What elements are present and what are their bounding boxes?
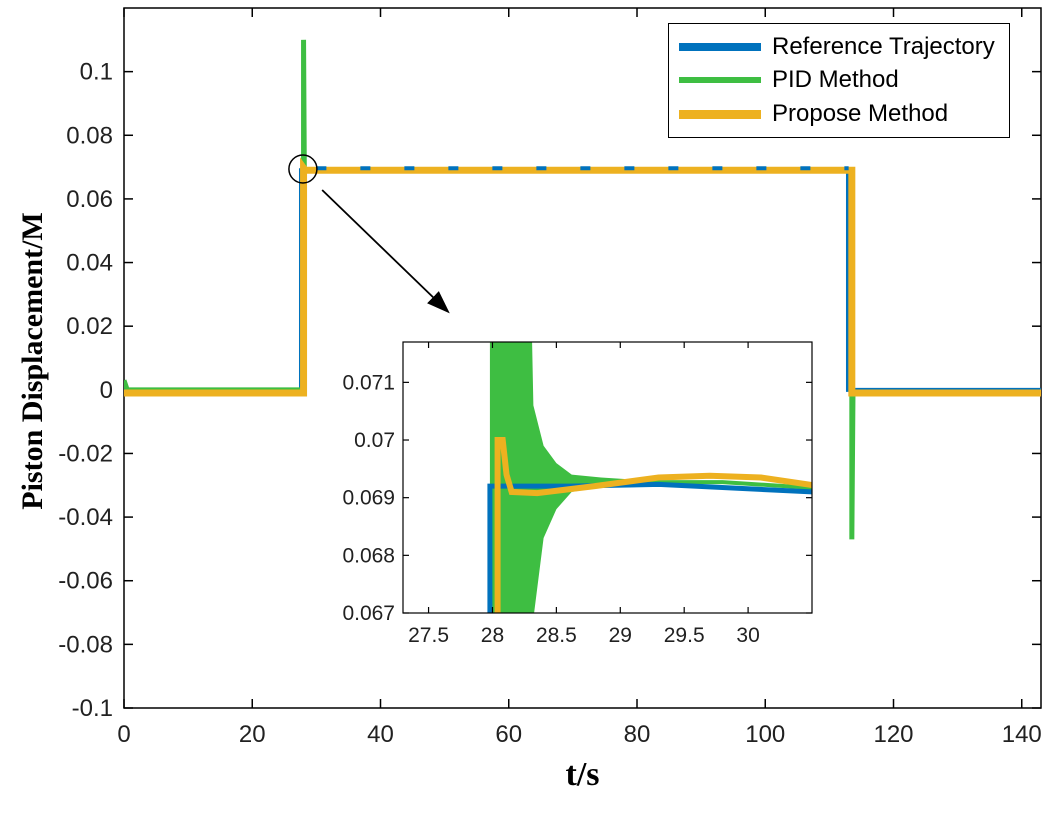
y-tick-label: 0.1 (80, 59, 113, 86)
y-tick-label: 0.02 (66, 313, 113, 340)
y-tick-label: -0.02 (58, 440, 113, 467)
reference-line-swatch (679, 42, 761, 51)
y-tick-label: -0.1 (72, 695, 113, 722)
inset-y-tick-label: 0.071 (342, 371, 395, 394)
inset-x-tick-label: 28.5 (536, 624, 577, 647)
legend-label: Reference Trajectory (772, 32, 995, 60)
propose-line-swatch (679, 109, 761, 119)
inset-x-tick-label: 27.5 (408, 624, 449, 647)
legend: Reference Trajectory PID Method Propose … (668, 23, 1010, 138)
y-tick-label: -0.08 (58, 631, 113, 658)
pid-oscillation-envelope (489, 342, 646, 613)
y-axis-label: Piston Displacement/M (16, 212, 49, 510)
inset-x-tick-label: 30 (736, 624, 759, 647)
y-tick-label: 0.06 (66, 186, 113, 213)
inset-x-tick-label: 28 (481, 624, 504, 647)
x-tick-label: 140 (1002, 721, 1042, 748)
legend-item-pid: PID Method (679, 66, 999, 94)
inset-y-tick-label: 0.068 (342, 544, 395, 567)
x-tick-label: 80 (624, 721, 651, 748)
inset-x-tick-label: 29 (609, 624, 632, 647)
legend-label: PID Method (772, 66, 899, 94)
y-tick-label: 0 (100, 377, 113, 404)
inset-x-tick-label: 29.5 (664, 624, 705, 647)
x-axis-label: t/s (565, 756, 600, 793)
pid-line-swatch (679, 77, 761, 84)
x-tick-label: 60 (495, 721, 522, 748)
x-tick-label: 40 (367, 721, 394, 748)
plot-border (123, 7, 1042, 709)
axis-ticks: 0 20 40 60 80 100 120 140 -0.1 -0.08 -0.06 -0.04 -0.… (58, 8, 1042, 748)
y-tick-label: -0.04 (58, 504, 113, 531)
x-tick-label: 0 (117, 721, 130, 748)
x-tick-label: 20 (239, 721, 266, 748)
inset-y-tick-label: 0.07 (354, 429, 395, 452)
zoom-callout-arrow (321, 189, 450, 314)
inset-line-reference-trajectory (487, 481, 812, 613)
legend-label: Propose Method (772, 100, 949, 128)
series-group (124, 39, 1041, 540)
series-line-propose-method (124, 157, 1041, 397)
y-tick-label: -0.06 (58, 568, 113, 595)
legend-item-reference: Reference Trajectory (679, 33, 999, 61)
inset-line-propose-method (494, 437, 812, 613)
legend-item-propose: Propose Method (679, 100, 999, 128)
inset-ticks: 27.5 28 28.5 29 29.5 30 0.067 0.068 0.069 0.07 0.0… (342, 342, 812, 647)
inset-y-tick-label: 0.067 (342, 602, 395, 625)
inset-series-group (487, 342, 812, 613)
x-tick-label: 120 (873, 721, 913, 748)
inset-y-tick-label: 0.069 (342, 487, 395, 510)
x-tick-label: 100 (745, 721, 785, 748)
y-tick-label: 0.08 (66, 122, 113, 149)
y-tick-label: 0.04 (66, 250, 113, 277)
inset-border (402, 341, 813, 614)
zoom-callout-circle (288, 154, 318, 184)
